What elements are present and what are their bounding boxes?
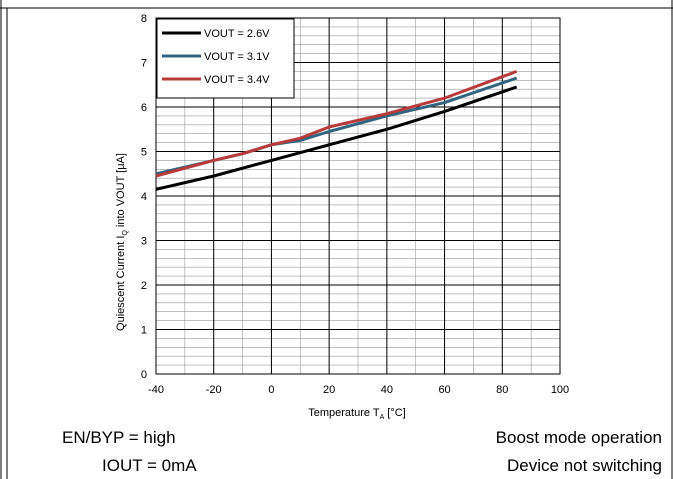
condition-iout: IOUT = 0mA [102, 456, 197, 475]
x-tick-labels: -40 -20 0 20 40 60 80 100 [148, 384, 569, 396]
x-tick-label: 40 [381, 384, 393, 396]
y-tick-label: 5 [141, 147, 147, 159]
condition-switching: Device not switching [507, 456, 662, 475]
y-tick-label: 3 [141, 236, 147, 248]
series-lines [155, 69, 518, 191]
y-tick-label: 8 [141, 13, 147, 25]
legend-label-1: VOUT = 2.6V [204, 28, 270, 40]
x-tick-label: -20 [206, 384, 222, 396]
series-line-1 [155, 85, 518, 191]
x-tick-label: 80 [496, 384, 508, 396]
y-tick-label: 2 [141, 280, 147, 292]
x-axis-label: Temperature TA [°C] [308, 407, 406, 421]
y-axis-label-sub: Q [122, 230, 129, 236]
series-line-3 [155, 69, 518, 178]
x-tick-label: -40 [148, 384, 164, 396]
y-tick-labels: 0 1 2 3 4 5 6 7 8 [141, 13, 147, 381]
legend-label-2: VOUT = 3.1V [204, 51, 270, 63]
legend-label-3: VOUT = 3.4V [204, 74, 270, 86]
x-tick-label: 60 [438, 384, 450, 396]
x-tick-label: 100 [551, 384, 569, 396]
y-tick-label: 4 [141, 191, 147, 203]
x-tick-label: 0 [268, 384, 274, 396]
x-axis-label-rest: [°C] [384, 407, 406, 419]
y-tick-label: 6 [141, 102, 147, 114]
y-axis-label: Quiescent Current IQ into VOUT [μA] [115, 153, 129, 331]
condition-mode: Boost mode operation [495, 428, 662, 447]
y-tick-label: 7 [141, 58, 147, 70]
x-axis-label-main: Temperature T [308, 407, 380, 419]
legend: VOUT = 2.6V VOUT = 3.1V VOUT = 3.4V [156, 18, 295, 99]
plot-area [155, 17, 561, 375]
y-axis-label-rest: into VOUT [μA] [115, 153, 127, 230]
x-tick-label: 20 [323, 384, 335, 396]
y-tick-label: 0 [141, 369, 147, 381]
x-axis-label-sub: A [380, 414, 385, 421]
y-tick-label: 1 [141, 325, 147, 337]
y-axis-label-main: Quiescent Current I [115, 236, 127, 331]
condition-en-byp: EN/BYP = high [62, 428, 176, 447]
